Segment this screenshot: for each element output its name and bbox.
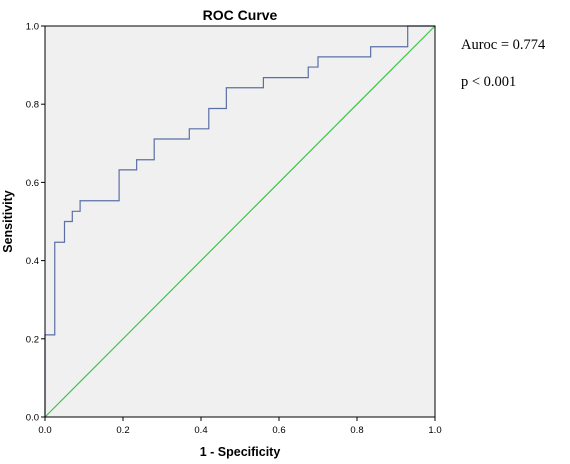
- x-tick-label: 0.0: [38, 425, 51, 436]
- x-axis-label: 1 - Specificity: [200, 445, 281, 459]
- y-tick-label: 0.2: [26, 334, 39, 345]
- y-tick-label: 1.0: [26, 22, 39, 33]
- y-tick-label: 0.8: [26, 100, 39, 111]
- ticks-layer: 0.0 0.2 0.4 0.6 0.8 1.0 0.0 0.2 0.4 0.6 0.8 1.0: [26, 22, 442, 437]
- y-axis-label: Sensitivity: [1, 190, 15, 253]
- p-value-annotation: p < 0.001: [461, 74, 517, 90]
- roc-curve-line: [44, 25, 435, 417]
- x-tick-label: 0.6: [272, 425, 285, 436]
- reference-diagonal-line: [44, 25, 436, 418]
- y-tick-label: 0.6: [26, 178, 39, 189]
- chart-title: ROC Curve: [203, 7, 278, 23]
- series-layer: [44, 25, 436, 418]
- y-tick-label: 0.0: [26, 413, 39, 424]
- x-tick-label: 0.4: [194, 425, 207, 436]
- auroc-annotation: Auroc = 0.774: [461, 37, 546, 53]
- x-tick-label: 0.2: [116, 425, 129, 436]
- x-tick-label: 1.0: [428, 425, 441, 436]
- x-tick-label: 0.8: [350, 425, 363, 436]
- plot-frame: [44, 25, 436, 418]
- y-tick-label: 0.4: [26, 256, 39, 267]
